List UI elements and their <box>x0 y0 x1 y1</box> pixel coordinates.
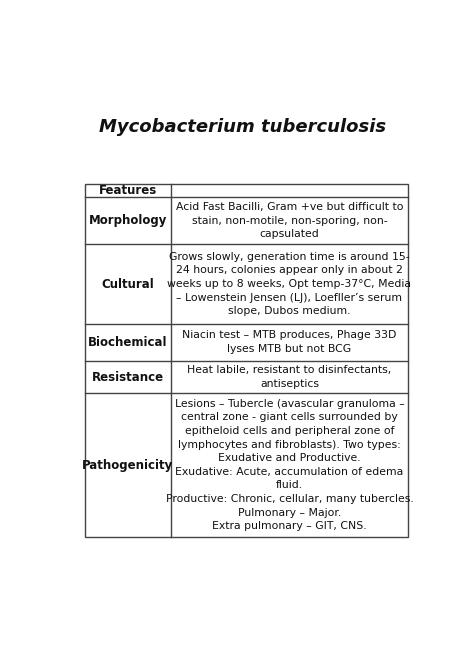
Text: Cultural: Cultural <box>101 277 154 291</box>
Text: Grows slowly, generation time is around 15-
24 hours, colonies appear only in ab: Grows slowly, generation time is around … <box>167 252 411 316</box>
Text: Morphology: Morphology <box>89 214 167 227</box>
Text: Lesions – Tubercle (avascular granuloma –
central zone - giant cells surrounded : Lesions – Tubercle (avascular granuloma … <box>165 399 413 531</box>
Text: Features: Features <box>99 184 157 197</box>
Text: Heat labile, resistant to disinfectants,
antiseptics: Heat labile, resistant to disinfectants,… <box>187 365 392 389</box>
Text: Resistance: Resistance <box>92 371 164 383</box>
Text: Niacin test – MTB produces, Phage 33D
lyses MTB but not BCG: Niacin test – MTB produces, Phage 33D ly… <box>182 330 397 354</box>
Text: Biochemical: Biochemical <box>88 336 167 349</box>
Text: Mycobacterium tuberculosis: Mycobacterium tuberculosis <box>100 118 386 136</box>
Text: Pathogenicity: Pathogenicity <box>82 458 173 472</box>
Text: Acid Fast Bacilli, Gram +ve but difficult to
stain, non-motile, non-sporing, non: Acid Fast Bacilli, Gram +ve but difficul… <box>176 202 403 239</box>
